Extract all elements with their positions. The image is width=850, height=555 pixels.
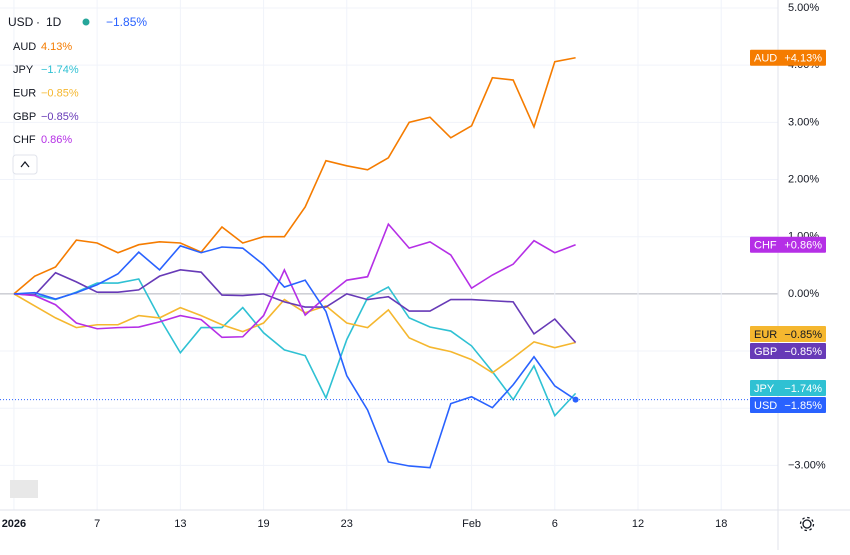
series-line [13,56,576,295]
placeholder [10,480,38,498]
price-label-value: −1.74% [784,383,822,395]
legend-name: CHF [13,134,36,146]
price-label-value: −1.85% [784,400,822,412]
x-tick-label: 2026 [2,518,26,530]
legend-name: EUR [13,88,36,100]
series-line [13,244,577,469]
x-tick-label: 19 [257,518,269,530]
series-line [13,278,577,418]
header: USD · 1D −1.85% [8,15,147,29]
x-tick-label: 12 [632,518,644,530]
price-label-box [750,397,826,414]
price-label-name: JPY [754,383,775,395]
legend-value: 4.13% [41,41,72,53]
separator: · [36,15,40,29]
price-label-name: USD [754,400,777,412]
x-tick-label: 18 [715,518,727,530]
x-tick-label: 7 [94,518,100,530]
price-label-value: −0.85% [784,346,822,358]
legend-value: 0.86% [41,134,72,146]
price-label-name: GBP [754,346,777,358]
legend-value: −0.85% [41,111,79,123]
y-tick-label: −3.00% [788,459,826,471]
price-label-value: −0.85% [784,329,822,341]
collapse-button[interactable] [12,154,38,175]
y-tick-label: 2.00% [788,173,819,185]
last-value-dot [572,396,579,403]
x-tick-label: 13 [174,518,186,530]
axis-labels: 5.00%4.00%3.00%2.00%1.00%0.00%−1.00%−2.0… [2,2,826,530]
series-line [13,269,577,344]
y-tick-label: 3.00% [788,116,819,128]
x-tick-label: Feb [462,518,481,530]
price-label-box [750,49,826,66]
series-line [13,293,576,374]
price-label-value: +4.13% [784,53,822,65]
legend-value: −1.74% [41,64,79,76]
price-label-value: +0.86% [784,240,822,252]
x-tick-label: 23 [341,518,353,530]
price-label-box [750,325,826,342]
y-tick-label: 0.00% [788,288,819,300]
x-tick-label: 6 [552,518,558,530]
legend: AUD 4.13% JPY −1.74% EUR −0.85% GBP −0.85% CHF 0.… [13,41,79,146]
price-label-box [750,236,826,253]
price-label-name: CHF [754,240,777,252]
status-dot [82,18,90,26]
legend-name: JPY [13,64,34,76]
grid [0,0,778,510]
lines [0,56,778,469]
interval: 1D [46,15,62,29]
price-label-box [750,380,826,397]
y-tick-label: 5.00% [788,2,819,14]
price-label-name: AUD [754,53,777,65]
settings-button[interactable] [799,516,815,532]
symbol: USD [8,15,34,29]
change: −1.85% [106,15,147,29]
legend-name: GBP [13,111,36,123]
series-line [13,222,576,339]
price-label-box [750,342,826,359]
price-label-name: EUR [754,329,777,341]
legend-value: −0.85% [41,88,79,100]
legend-name: AUD [13,41,36,53]
